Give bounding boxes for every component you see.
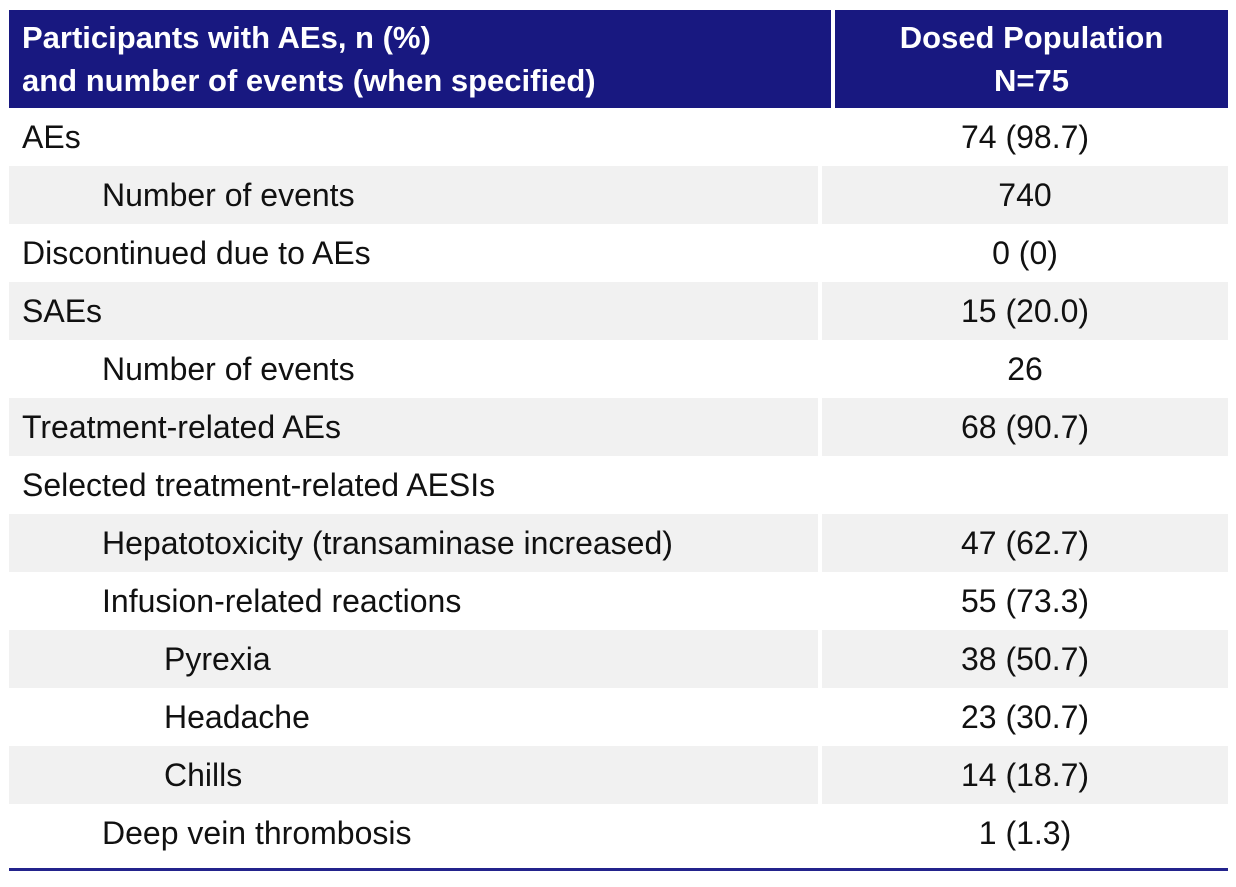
header-column-divider	[831, 10, 835, 108]
table-row: Hepatotoxicity (transaminase increased) …	[9, 514, 1228, 572]
row-column-divider	[818, 746, 822, 804]
table-row: Pyrexia 38 (50.7)	[9, 630, 1228, 688]
row-label: Selected treatment-related AESIs	[9, 456, 818, 514]
row-column-divider	[818, 282, 822, 340]
table-body: AEs 74 (98.7) Number of events 740 Disco…	[9, 108, 1228, 862]
row-label: SAEs	[9, 282, 818, 340]
row-label: Discontinued due to AEs	[9, 224, 818, 282]
header-participants-line1: Participants with AEs, n (%)	[22, 20, 431, 55]
row-column-divider	[818, 572, 822, 630]
table-row: Selected treatment-related AESIs	[9, 456, 1228, 514]
table-row: SAEs 15 (20.0)	[9, 282, 1228, 340]
row-label: Chills	[9, 746, 818, 804]
row-value: 47 (62.7)	[822, 514, 1228, 572]
row-value: 55 (73.3)	[822, 572, 1228, 630]
header-dosed-population-line1: Dosed Population	[899, 20, 1164, 55]
row-value: 0 (0)	[822, 224, 1228, 282]
row-label: Infusion-related reactions	[9, 572, 818, 630]
row-column-divider	[818, 688, 822, 746]
row-column-divider	[818, 340, 822, 398]
row-value: 68 (90.7)	[822, 398, 1228, 456]
row-column-divider	[818, 398, 822, 456]
row-value	[822, 456, 1228, 514]
table-row: Headache 23 (30.7)	[9, 688, 1228, 746]
row-label: Headache	[9, 688, 818, 746]
header-participants-line2: and number of events (when specified)	[22, 63, 596, 98]
table-row: Deep vein thrombosis 1 (1.3)	[9, 804, 1228, 862]
row-value: 74 (98.7)	[822, 108, 1228, 166]
table-header-row: Participants with AEs, n (%) and number …	[9, 10, 1228, 108]
header-dosed-population-cell: Dosed Population N=75	[835, 10, 1228, 108]
row-value: 15 (20.0)	[822, 282, 1228, 340]
row-column-divider	[818, 804, 822, 862]
row-column-divider	[818, 108, 822, 166]
row-label: Number of events	[9, 166, 818, 224]
table-row: Treatment-related AEs 68 (90.7)	[9, 398, 1228, 456]
table-bottom-rule	[9, 868, 1228, 871]
header-dosed-population-line2: N=75	[994, 63, 1069, 98]
row-column-divider	[818, 166, 822, 224]
row-label: Number of events	[9, 340, 818, 398]
row-column-divider	[818, 630, 822, 688]
row-value: 38 (50.7)	[822, 630, 1228, 688]
header-participants-cell: Participants with AEs, n (%) and number …	[9, 10, 831, 108]
row-value: 740	[822, 166, 1228, 224]
row-value: 14 (18.7)	[822, 746, 1228, 804]
table-row: Chills 14 (18.7)	[9, 746, 1228, 804]
row-value: 1 (1.3)	[822, 804, 1228, 862]
row-column-divider	[818, 224, 822, 282]
table-row: Number of events 740	[9, 166, 1228, 224]
row-label: Treatment-related AEs	[9, 398, 818, 456]
table-row: Discontinued due to AEs 0 (0)	[9, 224, 1228, 282]
row-label: Pyrexia	[9, 630, 818, 688]
row-label: AEs	[9, 108, 818, 166]
row-column-divider	[818, 456, 822, 514]
row-label: Deep vein thrombosis	[9, 804, 818, 862]
table-row: AEs 74 (98.7)	[9, 108, 1228, 166]
row-value: 26	[822, 340, 1228, 398]
row-label: Hepatotoxicity (transaminase increased)	[9, 514, 818, 572]
adverse-events-table: Participants with AEs, n (%) and number …	[9, 10, 1228, 871]
row-column-divider	[818, 514, 822, 572]
table-row: Infusion-related reactions 55 (73.3)	[9, 572, 1228, 630]
table-row: Number of events 26	[9, 340, 1228, 398]
row-value: 23 (30.7)	[822, 688, 1228, 746]
